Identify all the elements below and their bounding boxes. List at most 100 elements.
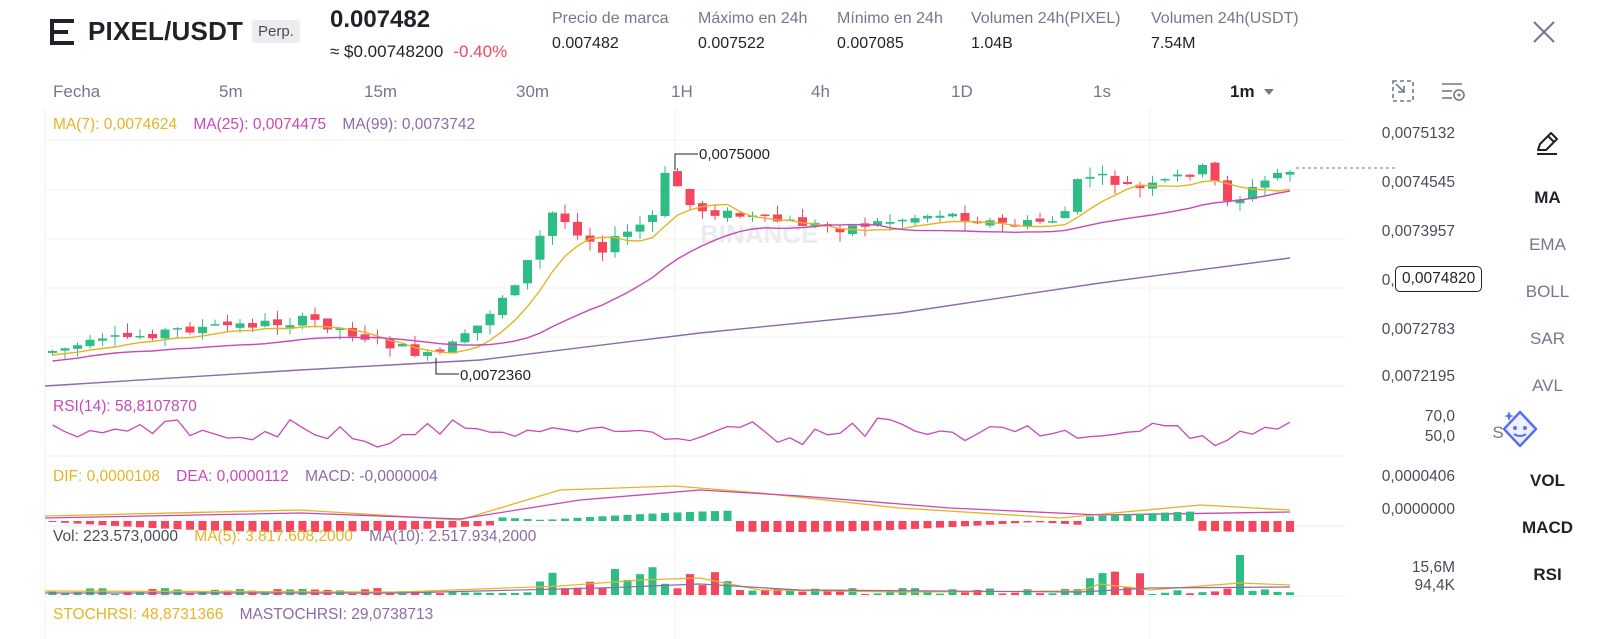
dif-line bbox=[44, 485, 1291, 521]
macd-histogram-bar bbox=[798, 521, 807, 532]
stat-24h-volume-base: Volumen 24h(PIXEL) 1.04B bbox=[971, 10, 1120, 53]
candle-body bbox=[273, 319, 282, 326]
macd-legend: DIF: 0,0000108 DEA: 0,0000112 MACD: -0,0… bbox=[53, 468, 438, 486]
timeframe-1s[interactable]: 1s bbox=[1093, 82, 1111, 101]
volume-bar bbox=[648, 567, 657, 595]
stat-24h-low: Mínimo en 24h 0.007085 bbox=[837, 10, 943, 53]
timeframe-5m[interactable]: 5m bbox=[219, 82, 243, 101]
candle-body bbox=[1210, 162, 1220, 182]
chevron-down-icon bbox=[1264, 89, 1275, 95]
price-tick: 0,0072783 bbox=[1381, 321, 1455, 338]
stat-value: 7.54M bbox=[1151, 35, 1196, 52]
candle-body bbox=[523, 260, 532, 284]
macd-tick: 0,0000406 bbox=[1381, 468, 1455, 485]
pencil-draw-icon[interactable] bbox=[1532, 128, 1562, 158]
volume-bar bbox=[1236, 555, 1244, 595]
indicator-avl[interactable]: AVL bbox=[1532, 376, 1563, 395]
macd-histogram-bar bbox=[861, 521, 869, 531]
indicator-vol[interactable]: VOL bbox=[1530, 471, 1565, 490]
close-icon[interactable] bbox=[1530, 18, 1558, 46]
volume-bar bbox=[723, 581, 732, 595]
indicator-sar[interactable]: SAR bbox=[1530, 329, 1565, 348]
macd-histogram-bar bbox=[211, 521, 219, 531]
macd-histogram-bar bbox=[386, 521, 394, 531]
timeframe-15m[interactable]: 15m bbox=[364, 82, 398, 101]
indicator-ema[interactable]: EMA bbox=[1529, 235, 1566, 254]
vol-tick: 94,4K bbox=[1414, 577, 1455, 594]
ai-assistant-icon[interactable] bbox=[1499, 408, 1541, 450]
candle-body bbox=[473, 325, 482, 334]
volume-bar bbox=[598, 588, 607, 595]
volume-bar bbox=[748, 590, 757, 595]
candle-body bbox=[110, 335, 120, 337]
timeframe-30m[interactable]: 30m bbox=[516, 82, 550, 101]
volume-bar bbox=[886, 590, 894, 595]
candle-body bbox=[310, 314, 320, 320]
volume-bar bbox=[1048, 593, 1057, 595]
indicator-macd[interactable]: MACD bbox=[1522, 518, 1573, 537]
macd-histogram-bar bbox=[736, 521, 744, 532]
chart-settings-icon[interactable] bbox=[1440, 78, 1466, 104]
macd-histogram-bar bbox=[1248, 521, 1257, 532]
indicator-ma[interactable]: MA bbox=[1534, 188, 1561, 207]
volume-bar bbox=[823, 589, 832, 595]
vol-ma5-label: MA(5): 3.817.608,2000 bbox=[194, 528, 353, 545]
timeframe-1m-label: 1m bbox=[1230, 82, 1255, 101]
timeframe-4h[interactable]: 4h bbox=[811, 82, 830, 101]
candle-body bbox=[1123, 181, 1132, 184]
stat-label: Precio de marca bbox=[552, 10, 669, 27]
volume-bar bbox=[486, 593, 494, 595]
contract-type-badge: Perp. bbox=[252, 20, 300, 43]
timeframe-1h[interactable]: 1H bbox=[671, 82, 693, 101]
volume-bar bbox=[873, 593, 882, 595]
chart-area[interactable]: BINANCE 0,0075000 0,0072360 MA(7): 0,007… bbox=[0, 108, 1490, 639]
macd-histogram-bar bbox=[186, 521, 194, 530]
timeframe-1m[interactable]: 1m bbox=[1230, 82, 1275, 102]
chart-canvas[interactable]: BINANCE 0,0075000 0,0072360 bbox=[0, 108, 1490, 639]
candle-body bbox=[48, 350, 57, 353]
stat-value: 0.007522 bbox=[698, 35, 765, 52]
candle-body bbox=[723, 210, 732, 218]
macd-histogram-bar bbox=[148, 521, 157, 528]
candle-body bbox=[548, 212, 557, 236]
indicator-boll[interactable]: BOLL bbox=[1525, 282, 1570, 301]
volume-bar bbox=[1261, 589, 1269, 595]
indicator-rsi[interactable]: RSI bbox=[1533, 565, 1562, 584]
volume-bar bbox=[936, 593, 944, 595]
candle-body bbox=[1273, 172, 1282, 179]
candle-body bbox=[485, 313, 495, 326]
macd-histogram-bar bbox=[1111, 515, 1119, 521]
volume-bar bbox=[186, 592, 194, 595]
macd-layer bbox=[44, 485, 1294, 532]
volume-bar bbox=[61, 592, 69, 595]
macd-histogram-bar bbox=[1011, 521, 1019, 524]
rsi-line bbox=[52, 417, 1291, 448]
dif-label: DIF: 0,0000108 bbox=[53, 468, 160, 485]
stat-label: Máximo en 24h bbox=[698, 10, 808, 27]
volume-bar bbox=[711, 572, 719, 595]
stat-value: 0.007085 bbox=[837, 35, 904, 52]
macd-histogram-bar bbox=[1236, 521, 1244, 532]
vol-ma10-line bbox=[45, 583, 1291, 594]
rsi-tick: 70,0 bbox=[1424, 408, 1455, 425]
candle-body bbox=[423, 352, 432, 356]
volume-bar bbox=[1223, 588, 1232, 595]
macd-histogram-bar bbox=[486, 521, 494, 526]
macd-histogram-bar bbox=[1223, 521, 1232, 532]
macd-histogram-bar bbox=[473, 521, 482, 527]
date-tab[interactable]: Fecha bbox=[53, 82, 101, 101]
pair-symbol[interactable]: PIXEL/USDT bbox=[88, 16, 244, 46]
expand-icon[interactable] bbox=[1390, 78, 1416, 104]
candle-body bbox=[610, 235, 620, 253]
indicator-partial-item[interactable]: S bbox=[1492, 423, 1504, 442]
indicator-sidebar: MA EMA BOLL SAR AVL S VOL MACD RSI bbox=[1492, 108, 1600, 639]
candle-body bbox=[60, 348, 70, 351]
macd-histogram-bar bbox=[61, 521, 69, 523]
timeframe-1d[interactable]: 1D bbox=[951, 82, 973, 101]
volume-bar bbox=[523, 592, 532, 595]
volume-bar bbox=[798, 591, 807, 595]
volume-bar bbox=[211, 589, 219, 595]
candle-body bbox=[1048, 221, 1057, 223]
macd-histogram-bar bbox=[848, 521, 857, 532]
price-tick: 0,0074545 bbox=[1381, 174, 1455, 191]
